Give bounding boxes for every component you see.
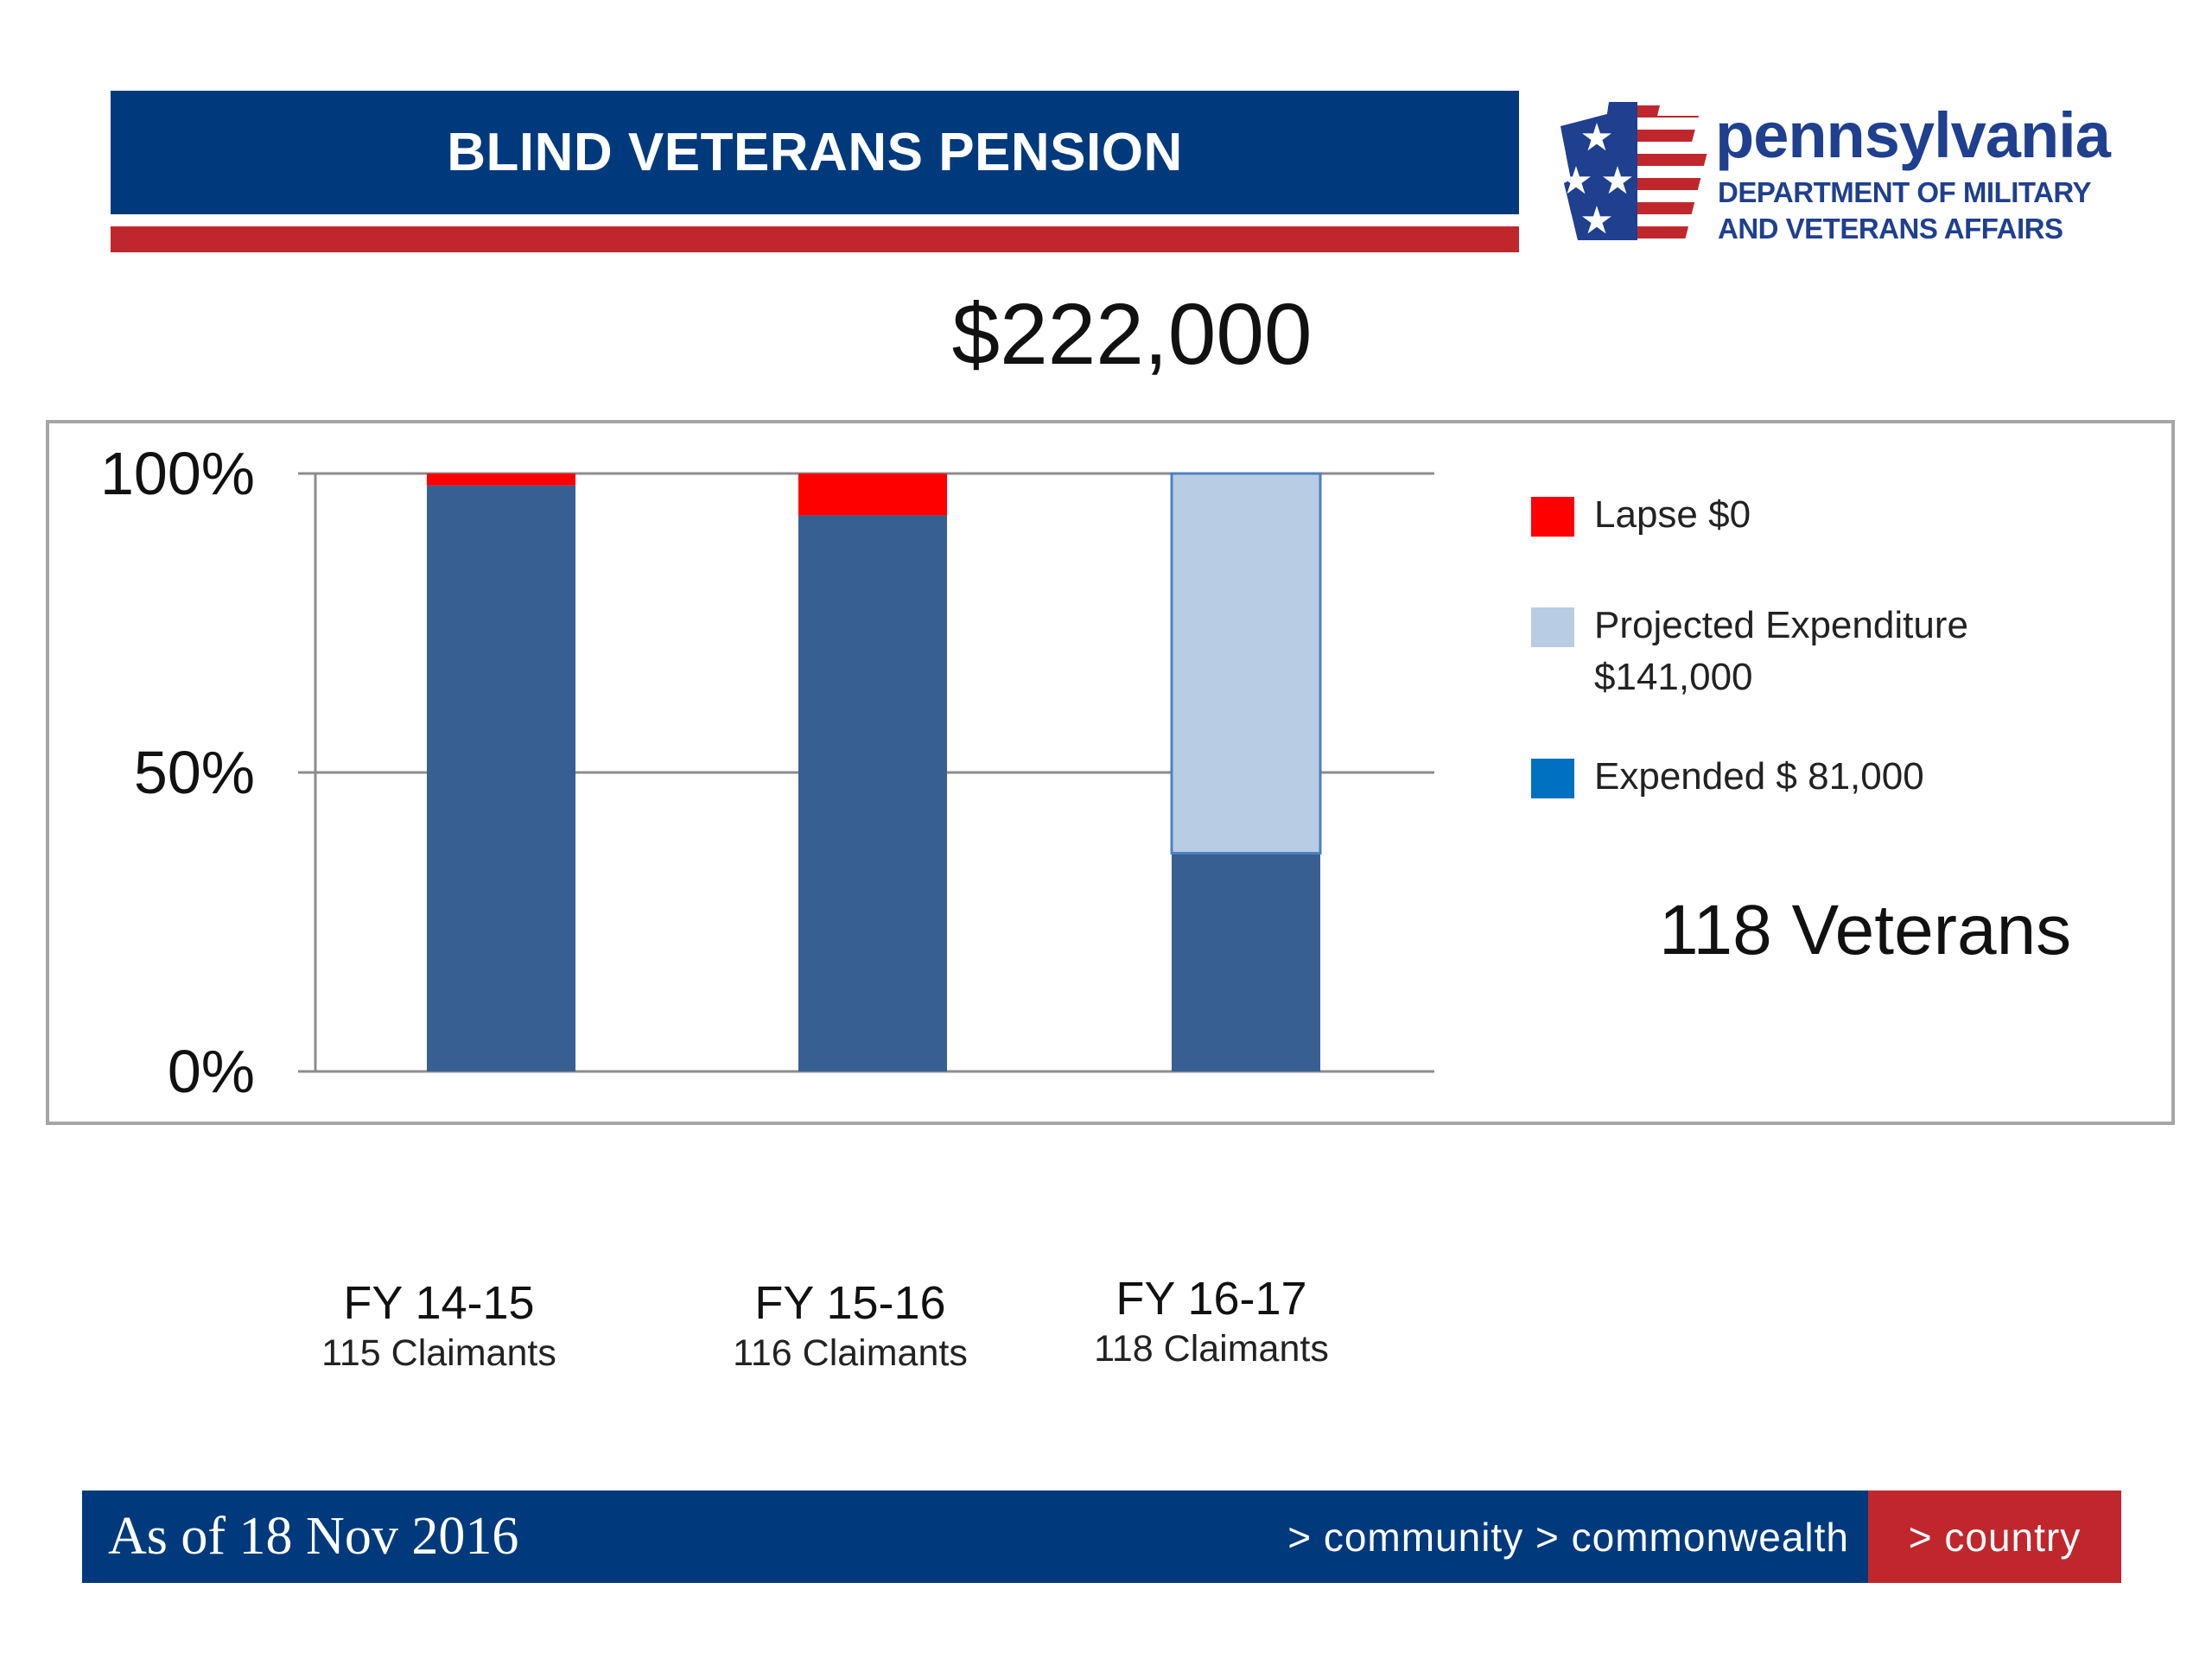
svg-text:★: ★ [1580,200,1613,242]
legend-label-line: Projected Expenditure [1594,604,1968,646]
logo-department: DEPARTMENT OF MILITARY AND VETERANS AFFA… [1718,175,2092,247]
bar-lapse [427,474,575,486]
chart-frame [46,420,2175,1125]
x-claimants-label: 115 Claimants [321,1332,556,1374]
total-amount: $222,000 [951,286,1313,383]
header-stripe [111,226,1519,252]
footer-country: > country [1908,1514,2082,1560]
page-title: BLIND VETERANS PENSION [447,123,1183,182]
x-tick-label: FY 16-17 [1116,1273,1307,1325]
logo-dept-line2: AND VETERANS AFFAIRS [1718,213,2063,245]
legend-label-line: Lapse $0 [1594,493,1751,536]
footer-accent [1868,1491,2121,1583]
bar-expended [427,485,575,1071]
legend-label-line: $141,000 [1594,656,1753,698]
y-tick-label: 50% [134,739,255,806]
x-tick-label: FY 14-15 [343,1277,535,1329]
legend-label-line: Expended $ 81,000 [1594,755,1924,798]
logo-dept-line1: DEPARTMENT OF MILITARY [1718,176,2092,208]
y-tick-label: 0% [168,1038,255,1105]
x-category: FY 14-15 115 Claimants [257,1276,620,1376]
x-category: FY 16-17 118 Claimants [1030,1272,1393,1372]
legend-label: Projected Expenditure $141,000 [1594,600,1968,703]
legend-swatch [1531,607,1574,647]
x-tick-label: FY 15-16 [754,1277,946,1329]
svg-text:★: ★ [1600,160,1634,202]
pa-keystone-flag-logo: ★ ★ ★ ★ [1560,102,1707,242]
bar-lapse [798,474,947,516]
bar-expended [1172,853,1320,1071]
footer-tagline: > community > commonwealth [1287,1514,1849,1560]
y-tick-label: 100% [100,440,255,507]
logo-wordmark: pennsylvania [1715,99,2111,171]
legend-swatch [1531,497,1574,537]
x-claimants-label: 118 Claimants [1094,1328,1329,1370]
veterans-count: 118 Veterans [1659,891,2072,969]
svg-text:★: ★ [1580,117,1613,159]
legend-swatch [1531,759,1574,798]
legend-label: Expended $ 81,000 [1594,751,1924,803]
x-category: FY 15-16 116 Claimants [669,1276,1032,1376]
bar-projected [1170,472,1322,855]
as-of-date: As of 18 Nov 2016 [108,1507,519,1566]
header-bar [111,91,1519,214]
bar-expended [798,515,947,1071]
legend-label: Lapse $0 [1594,489,1751,541]
x-claimants-label: 116 Claimants [733,1332,968,1374]
footer-bar [82,1491,1868,1583]
